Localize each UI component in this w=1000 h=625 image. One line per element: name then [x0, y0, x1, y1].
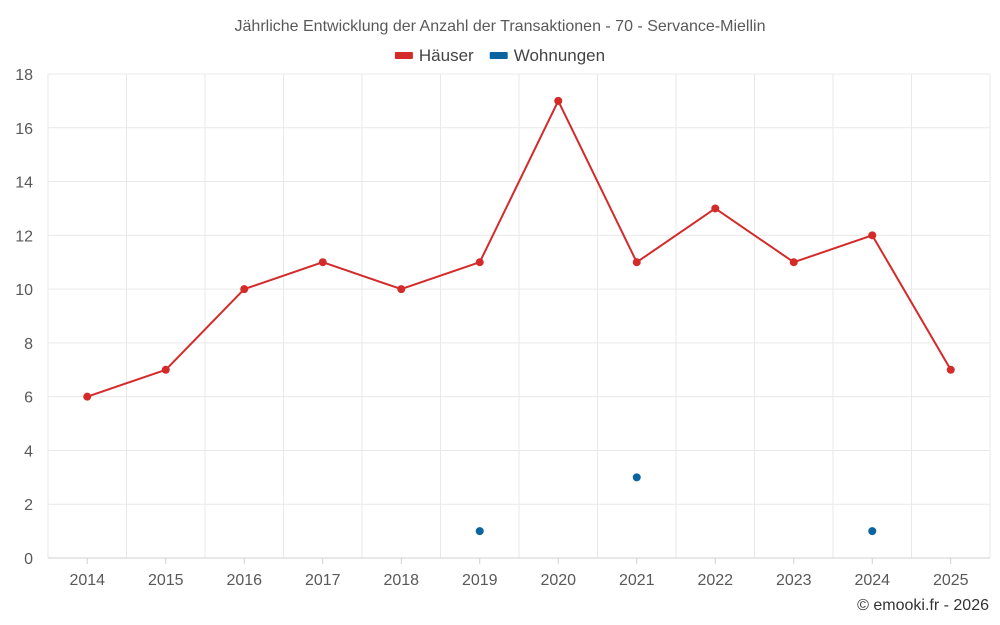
y-tick-label: 14 — [15, 175, 33, 192]
y-tick-label: 10 — [15, 282, 33, 299]
chart-title: Jährliche Entwicklung der Anzahl der Tra… — [235, 18, 766, 35]
grid — [47, 73, 991, 559]
y-tick-label: 4 — [24, 443, 33, 460]
y-tick-label: 16 — [15, 121, 33, 138]
x-tick-label: 2017 — [305, 572, 341, 589]
data-point — [632, 473, 641, 482]
credit-text: © emooki.fr - 2026 — [857, 597, 989, 614]
data-point — [475, 527, 484, 536]
legend-item-haeuser: Häuser — [394, 46, 474, 65]
legend: Häuser Wohnungen — [394, 46, 605, 65]
y-tick-label: 6 — [24, 390, 33, 407]
legend-label: Häuser — [419, 46, 474, 65]
x-tick-label: 2023 — [776, 572, 812, 589]
data-point — [632, 258, 641, 267]
data-point — [475, 258, 484, 267]
x-tick-label: 2025 — [933, 572, 969, 589]
data-point — [789, 258, 798, 267]
x-tick-label: 2016 — [226, 572, 262, 589]
series-haeuser — [83, 96, 955, 401]
y-tick-label: 0 — [24, 551, 33, 568]
data-point — [397, 285, 406, 294]
y-tick-label: 12 — [15, 228, 33, 245]
data-point — [240, 285, 249, 294]
x-axis: 2014 2015 2016 2017 2018 2019 2020 2021 2022 2023… — [69, 558, 969, 589]
x-tick-label: 2015 — [148, 572, 184, 589]
data-point — [318, 258, 327, 267]
x-tick-label: 2022 — [697, 572, 733, 589]
legend-item-wohnungen: Wohnungen — [489, 46, 605, 65]
legend-swatch — [489, 52, 508, 59]
y-tick-label: 18 — [15, 67, 33, 84]
x-tick-label: 2021 — [619, 572, 655, 589]
data-point — [554, 96, 563, 105]
legend-label: Wohnungen — [514, 46, 605, 65]
x-tick-label: 2018 — [383, 572, 419, 589]
x-tick-label: 2024 — [854, 572, 890, 589]
x-tick-label: 2014 — [69, 572, 105, 589]
series-layer — [83, 96, 955, 536]
series-wohnungen — [475, 473, 877, 536]
data-point — [83, 392, 92, 401]
data-point — [946, 365, 955, 374]
y-tick-label: 2 — [24, 497, 33, 514]
series-line — [86, 99, 952, 398]
data-point — [711, 204, 720, 213]
data-point — [161, 365, 170, 374]
x-tick-label: 2020 — [540, 572, 576, 589]
data-point — [868, 527, 877, 536]
x-tick-label: 2019 — [462, 572, 498, 589]
y-axis: 0 2 4 6 8 10 12 14 16 18 — [15, 67, 33, 568]
y-tick-label: 8 — [24, 336, 33, 353]
legend-swatch — [394, 52, 413, 59]
data-point — [868, 231, 877, 240]
